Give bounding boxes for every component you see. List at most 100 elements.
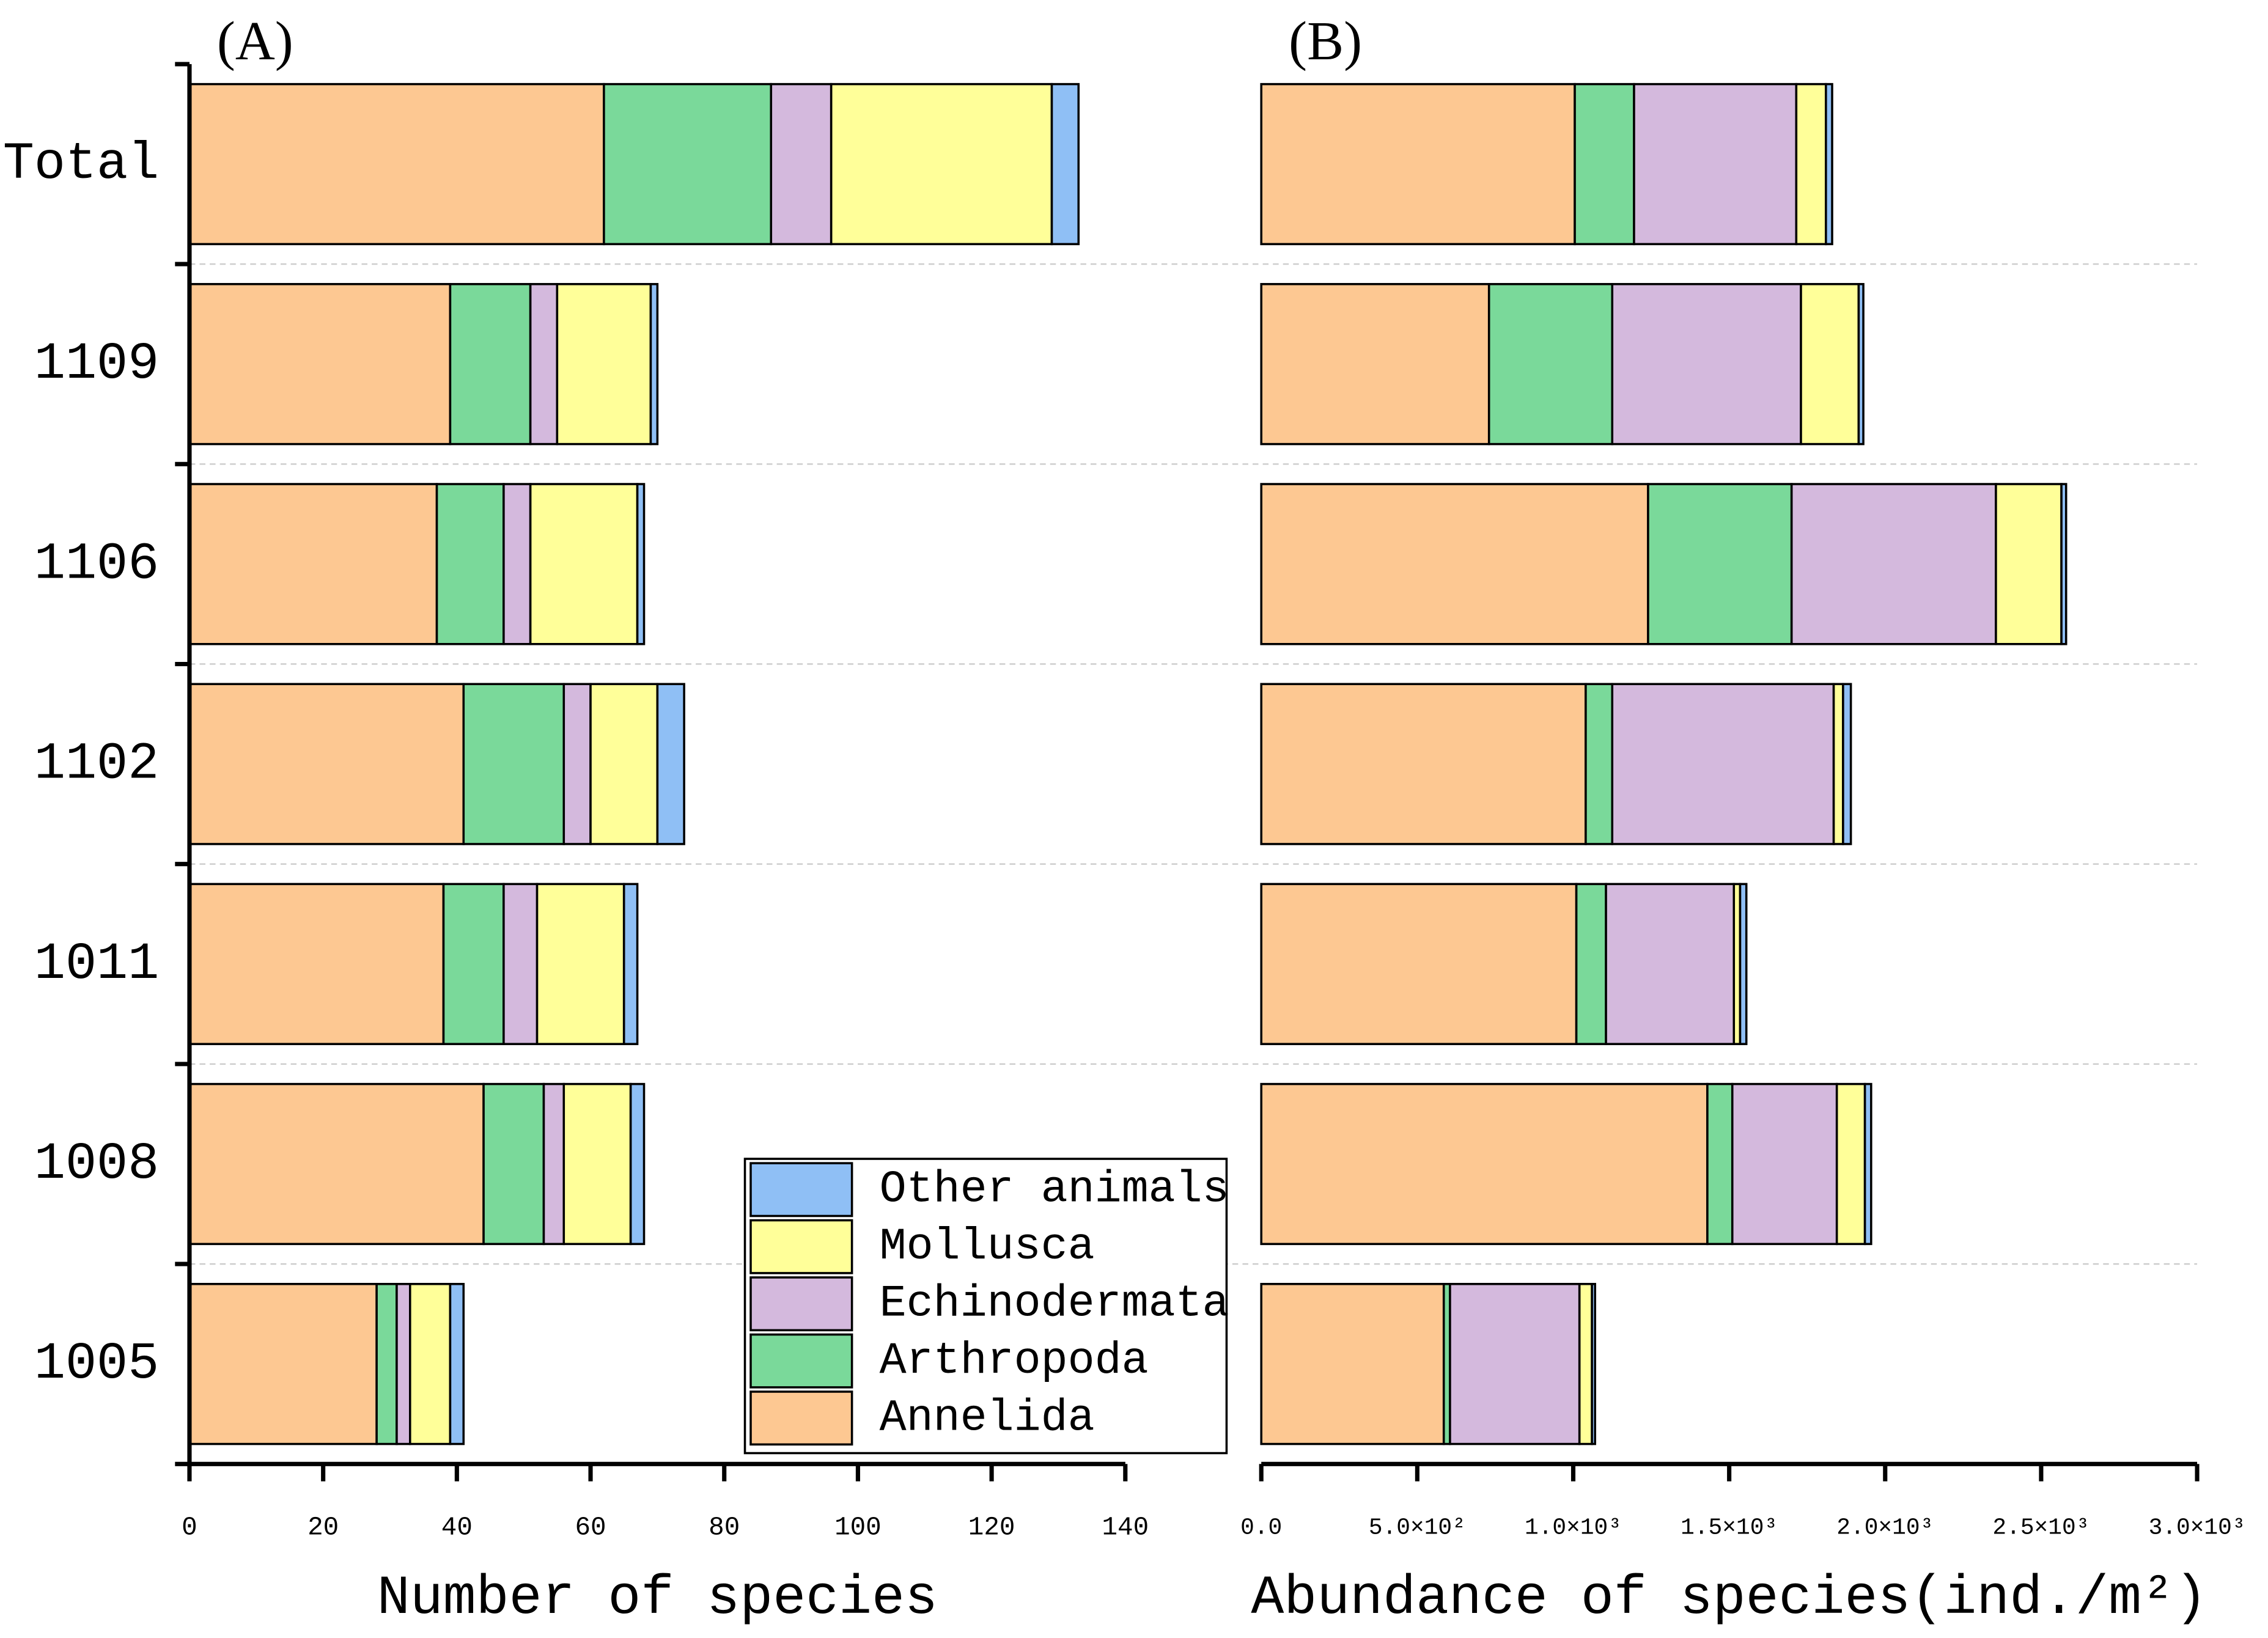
x-tick-label: 60 xyxy=(575,1513,606,1543)
legend-label: Mollusca xyxy=(880,1222,1095,1273)
bar-segment xyxy=(562,1082,632,1246)
legend-label: Annelida xyxy=(880,1394,1095,1444)
bar-segment xyxy=(629,1082,646,1246)
panel-title: (A) xyxy=(217,11,293,72)
bar-segment xyxy=(1611,683,1835,845)
bar-segment xyxy=(503,483,532,645)
legend-swatch xyxy=(749,1162,853,1217)
x-tick-label: 80 xyxy=(709,1513,740,1543)
x-axis-label: Abundance of species(ind./m²) xyxy=(1251,1567,2207,1629)
bar-segment xyxy=(396,1283,411,1445)
bar-segment xyxy=(188,483,438,645)
bar-segment xyxy=(1487,283,1614,446)
bar-segment xyxy=(188,883,445,1045)
bar-segment xyxy=(2060,483,2067,645)
bar-segment xyxy=(188,683,465,845)
bar-segment xyxy=(529,283,559,446)
bar-segment xyxy=(1863,1082,1872,1246)
bar-segment xyxy=(1575,883,1607,1045)
bar-segment xyxy=(188,83,605,246)
bar-segment xyxy=(482,1082,545,1246)
bar-segment xyxy=(1835,1082,1866,1246)
bar-segment xyxy=(1605,883,1736,1045)
bar-segment xyxy=(1260,683,1587,845)
bar-segment xyxy=(1260,1283,1445,1445)
bar-segment xyxy=(1800,283,1860,446)
x-tick-label: 1.0×10³ xyxy=(1525,1515,1622,1541)
x-tick-label: 0 xyxy=(182,1513,197,1543)
bar-segment xyxy=(1260,83,1576,246)
x-tick-label: 2.5×10³ xyxy=(1992,1515,2089,1541)
bar-segment xyxy=(1591,1283,1596,1445)
bar-segment xyxy=(1574,83,1635,246)
bar-segment xyxy=(1739,883,1748,1045)
bar-segment xyxy=(188,1283,378,1445)
bar-segment xyxy=(449,283,532,446)
legend-label: Other animals xyxy=(880,1165,1229,1216)
bar-segment xyxy=(462,683,565,845)
y-tick-label: 1109 xyxy=(34,334,159,394)
x-tick-label: 100 xyxy=(834,1513,882,1543)
bar-segment xyxy=(1731,1082,1838,1246)
bar-segment xyxy=(830,83,1053,246)
y-tick-label: 1106 xyxy=(34,534,159,593)
x-tick-label: 120 xyxy=(968,1513,1015,1543)
bar-segment xyxy=(656,683,685,845)
bar-segment xyxy=(1857,283,1865,446)
bar-segment xyxy=(442,883,505,1045)
bar-segment xyxy=(562,683,592,845)
y-tick-label: 1102 xyxy=(34,735,159,794)
bar-segment xyxy=(1260,883,1578,1045)
bar-segment xyxy=(1647,483,1793,645)
panel-title: (B) xyxy=(1289,11,1362,72)
bar-segment xyxy=(188,283,452,446)
bar-segment xyxy=(1578,1283,1593,1445)
bar-segment xyxy=(556,283,652,446)
bar-segment xyxy=(622,883,639,1045)
bar-segment xyxy=(1825,83,1833,246)
x-tick-label: 1.5×10³ xyxy=(1681,1515,1778,1541)
y-tick-label: Total xyxy=(3,134,160,194)
legend-label: Echinodermata xyxy=(880,1279,1229,1330)
y-tick-label: 1011 xyxy=(34,935,159,994)
bar-segment xyxy=(435,483,505,645)
bar-segment xyxy=(1585,683,1614,845)
bar-segment xyxy=(603,83,773,246)
bar-segment xyxy=(1832,683,1844,845)
bar-segment xyxy=(503,883,539,1045)
bar-segment xyxy=(1995,483,2063,645)
bar-segment xyxy=(409,1283,452,1445)
bar-segment xyxy=(449,1283,465,1445)
x-tick-label: 140 xyxy=(1102,1513,1149,1543)
legend-swatch xyxy=(749,1276,853,1332)
bar-segment xyxy=(589,683,659,845)
bar-segment xyxy=(1795,83,1827,246)
bar-segment xyxy=(1706,1082,1734,1246)
bar-segment xyxy=(1611,283,1802,446)
x-tick-label: 3.0×10³ xyxy=(2149,1515,2246,1541)
y-tick-label: 1005 xyxy=(34,1334,159,1394)
bar-segment xyxy=(375,1283,398,1445)
bar-segment xyxy=(1633,83,1798,246)
bar-segment xyxy=(542,1082,565,1246)
bar-segment xyxy=(1260,483,1649,645)
x-tick-label: 2.0×10³ xyxy=(1836,1515,1934,1541)
x-tick-label: 20 xyxy=(307,1513,339,1543)
x-tick-label: 5.0×10² xyxy=(1369,1515,1466,1541)
bar-segment xyxy=(1050,83,1080,246)
x-tick-label: 40 xyxy=(441,1513,473,1543)
bar-segment xyxy=(1842,683,1852,845)
bar-segment xyxy=(636,483,646,645)
x-axis-label: Number of species xyxy=(377,1567,938,1629)
bar-segment xyxy=(188,1082,485,1246)
legend-swatch xyxy=(749,1333,853,1389)
bar-segment xyxy=(770,83,833,246)
bar-segment xyxy=(1260,283,1490,446)
legend-swatch xyxy=(749,1390,853,1446)
bar-segment xyxy=(529,483,639,645)
bar-segment xyxy=(649,283,659,446)
y-tick-label: 1008 xyxy=(34,1134,159,1194)
legend-label: Arthropoda xyxy=(880,1336,1149,1387)
legend-swatch xyxy=(749,1219,853,1274)
